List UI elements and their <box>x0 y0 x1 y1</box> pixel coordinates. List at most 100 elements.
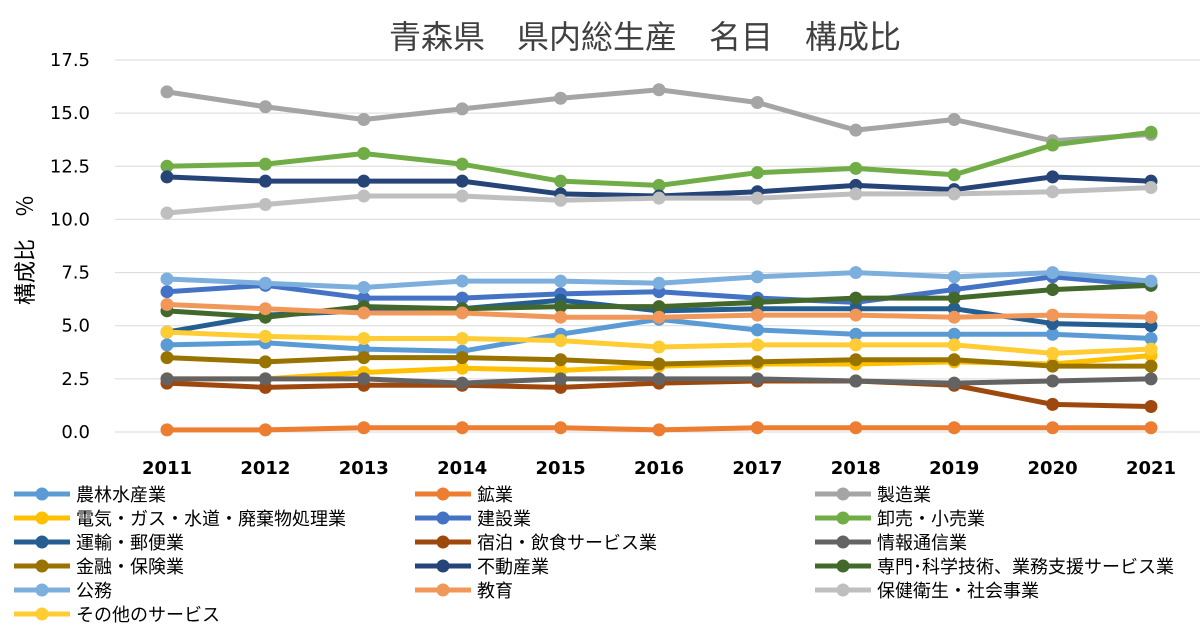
legend-swatch-marker <box>35 487 49 501</box>
legend-swatch-marker <box>836 535 850 549</box>
data-point <box>947 291 961 305</box>
y-tick-label: 5.0 <box>61 316 90 337</box>
y-tick-labels: 0.0 2.5 5.0 7.5 10.0 12.5 15.0 17.5 <box>50 50 90 443</box>
data-point <box>1144 372 1158 386</box>
data-point <box>554 372 568 386</box>
legend-swatch-marker <box>35 559 49 573</box>
data-point <box>1144 421 1158 435</box>
data-point <box>652 191 666 205</box>
data-point <box>1046 170 1060 184</box>
data-point <box>160 170 174 184</box>
series-8 <box>160 372 1158 390</box>
x-tick-labels: 2011 2012 2013 2014 2015 2016 2017 2018 2019 2020… <box>142 458 1176 479</box>
data-point <box>258 100 272 114</box>
data-point <box>357 306 371 320</box>
data-point <box>357 280 371 294</box>
data-point <box>258 157 272 171</box>
data-point <box>160 325 174 339</box>
legend-label: その他のサービス <box>76 605 220 626</box>
data-point <box>258 302 272 316</box>
y-tick-label: 2.5 <box>61 369 90 390</box>
data-point <box>455 291 469 305</box>
data-point <box>455 189 469 203</box>
legend-label: 電気・ガス・水道・廃棄物処理業 <box>76 509 346 530</box>
data-point <box>1046 185 1060 199</box>
legend-label: 農林水産業 <box>76 485 166 506</box>
legend-entry: 製造業 <box>815 485 931 506</box>
data-point <box>1144 310 1158 324</box>
data-point <box>849 123 863 137</box>
legend-label: 保健衛生・社会事業 <box>877 581 1039 602</box>
data-point <box>455 421 469 435</box>
data-point <box>455 351 469 365</box>
legend-swatch-marker <box>836 559 850 573</box>
legend-swatch-marker <box>35 511 49 525</box>
data-point <box>849 421 863 435</box>
data-point <box>750 295 764 309</box>
legend-swatch-marker <box>35 583 49 597</box>
data-point <box>455 376 469 390</box>
y-tick-label: 10.0 <box>50 209 90 230</box>
data-point <box>357 372 371 386</box>
data-point <box>455 157 469 171</box>
data-point <box>455 174 469 188</box>
data-point <box>554 193 568 207</box>
legend-label: 鉱業 <box>477 485 513 506</box>
data-point <box>1144 181 1158 195</box>
data-point <box>652 310 666 324</box>
x-tick-label: 2019 <box>929 458 979 479</box>
data-point <box>160 338 174 352</box>
data-point <box>849 266 863 280</box>
legend-entry: 教育 <box>415 581 513 602</box>
data-point <box>258 329 272 343</box>
data-point <box>947 113 961 127</box>
legend-entry: 電気・ガス・水道・廃棄物処理業 <box>14 509 346 530</box>
x-tick-label: 2016 <box>634 458 684 479</box>
data-point <box>160 351 174 365</box>
data-point <box>750 323 764 337</box>
data-point <box>554 310 568 324</box>
legend-label: 卸売・小売業 <box>877 509 985 530</box>
data-point <box>1144 399 1158 413</box>
data-point <box>160 423 174 437</box>
data-point <box>1046 308 1060 322</box>
data-point <box>160 297 174 311</box>
x-tick-label: 2018 <box>831 458 881 479</box>
legend-swatch-marker <box>35 535 49 549</box>
legend-label: 宿泊・飲食サービス業 <box>477 533 657 554</box>
x-tick-label: 2011 <box>142 458 192 479</box>
data-point <box>1046 397 1060 411</box>
x-tick-label: 2013 <box>339 458 389 479</box>
legend-entry: 不動産業 <box>415 557 549 578</box>
data-point <box>750 96 764 110</box>
legend-entry: 金融・保険業 <box>14 557 184 578</box>
data-point <box>258 423 272 437</box>
legend-label: 公務 <box>76 581 112 602</box>
legend-entry: 公務 <box>14 581 112 602</box>
data-point <box>258 174 272 188</box>
series-14 <box>160 181 1158 220</box>
data-point <box>1046 421 1060 435</box>
data-point <box>554 274 568 288</box>
data-point <box>652 300 666 314</box>
data-point <box>1144 125 1158 139</box>
series-15 <box>160 325 1158 360</box>
legend-entry: 卸売・小売業 <box>815 509 985 530</box>
series-line <box>164 87 1154 144</box>
data-point <box>849 187 863 201</box>
legend-entry: 情報通信業 <box>815 533 967 554</box>
data-point <box>947 270 961 284</box>
legend-entry: 専門･科学技術、業務支援サービス業 <box>815 557 1174 578</box>
legend-swatch-marker <box>35 607 49 621</box>
data-point <box>554 421 568 435</box>
data-point <box>160 372 174 386</box>
legend-entry: 建設業 <box>415 509 531 530</box>
data-point <box>947 353 961 367</box>
legend-entry: その他のサービス <box>14 605 220 626</box>
data-point <box>1046 138 1060 152</box>
y-tick-label: 17.5 <box>50 50 90 71</box>
data-point <box>357 113 371 127</box>
